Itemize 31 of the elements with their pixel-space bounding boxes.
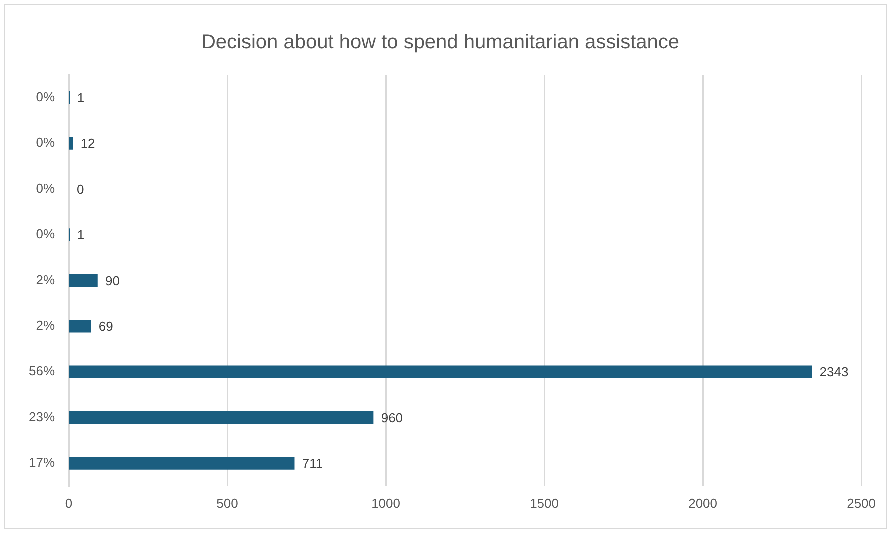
y-tick-label: 0% [36, 89, 56, 104]
data-label: 69 [98, 318, 114, 334]
bar [69, 366, 812, 378]
x-tick-label: 0 [65, 496, 73, 511]
y-tick-label: 17% [28, 455, 56, 470]
y-tick-label: 0% [36, 226, 56, 242]
data-label: 711 [302, 456, 324, 472]
x-tick-label: 1000 [372, 496, 400, 511]
data-label: 1 [77, 228, 85, 243]
data-label: 2343 [820, 364, 849, 380]
data-label: 0 [77, 182, 84, 197]
x-tick-label: 2000 [688, 496, 718, 511]
y-tick-label: 0% [36, 135, 56, 150]
data-label: 12 [80, 136, 96, 152]
data-label: 1 [77, 90, 85, 106]
y-tick-label: 2% [36, 318, 56, 333]
data-label: 960 [381, 410, 404, 426]
bar [69, 412, 374, 424]
y-tick-label: 56% [28, 364, 56, 379]
bar [69, 274, 98, 288]
y-tick-label: 0% [36, 180, 56, 196]
y-tick-label: 2% [36, 272, 56, 288]
data-label: 90 [106, 273, 120, 288]
chart-title: Decision about how to spend humanitarian assistance [201, 32, 680, 54]
bar [69, 457, 295, 470]
bar [69, 320, 92, 333]
x-tick-label: 1500 [530, 496, 559, 511]
y-tick-label: 23% [28, 409, 56, 424]
x-tick-label: 500 [216, 496, 238, 511]
x-tick-label: 2500 [847, 496, 876, 511]
bar [69, 137, 74, 150]
